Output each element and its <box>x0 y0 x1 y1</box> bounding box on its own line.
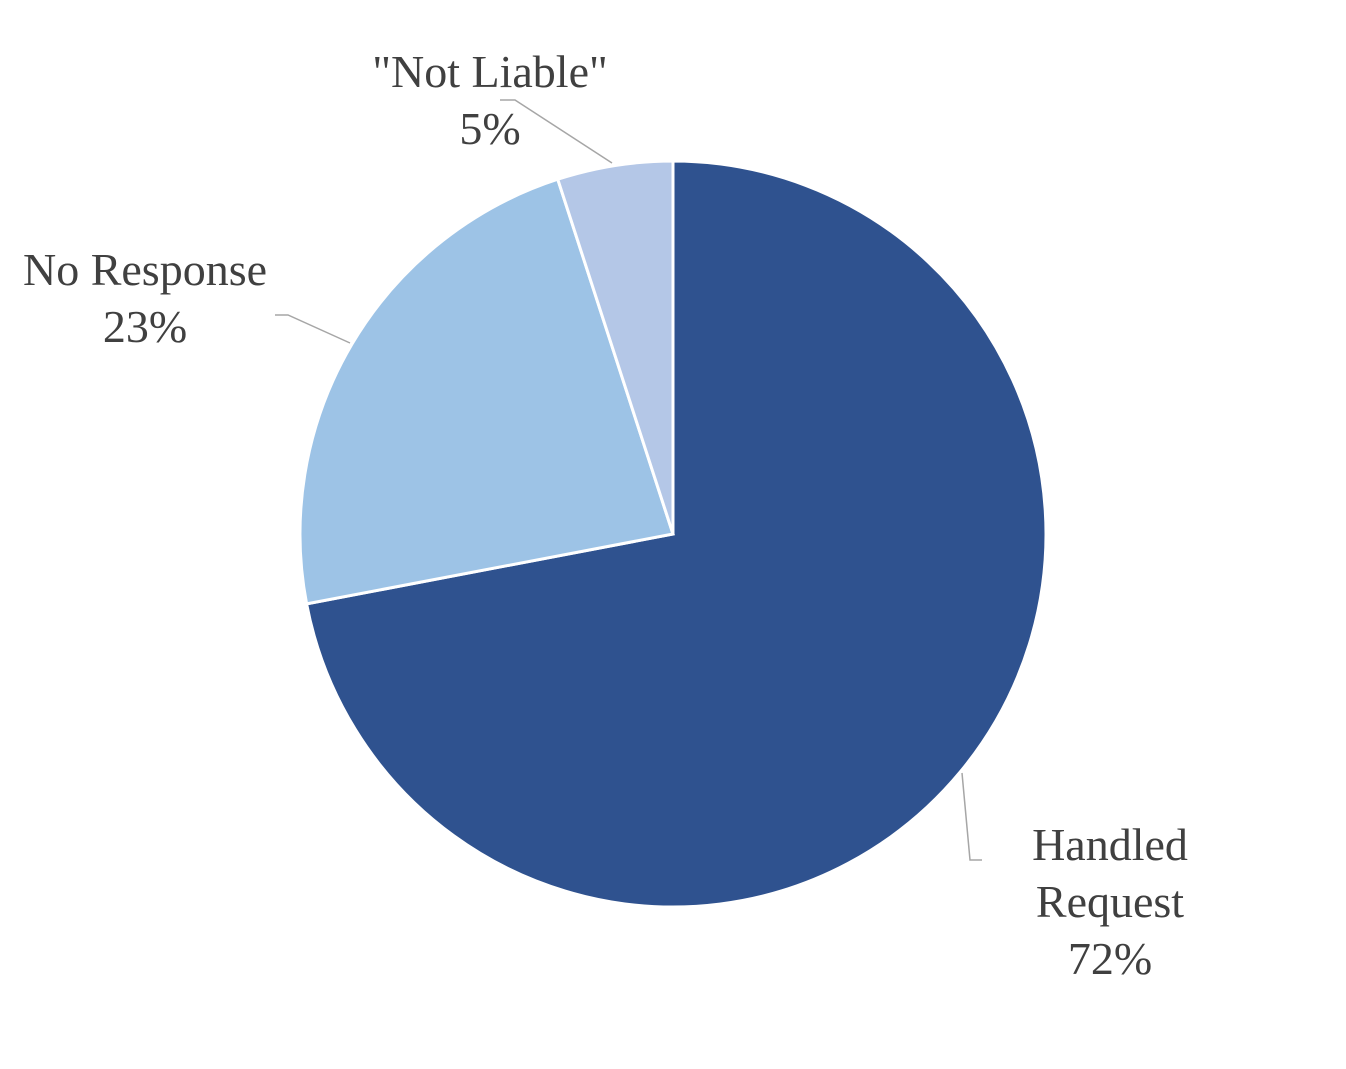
value-label: 72% <box>1067 933 1153 984</box>
value-label: 5% <box>459 103 521 154</box>
category-label: Handled Request <box>1032 819 1188 927</box>
pie-slice <box>298 177 675 606</box>
data-label: No Response 23% <box>0 241 305 355</box>
category-label: "Not Liable" <box>372 46 608 97</box>
leader-line <box>275 314 351 344</box>
value-label: 23% <box>102 301 188 352</box>
data-label: "Not Liable" 5% <box>330 43 650 157</box>
pie-slice <box>304 159 1048 909</box>
category-label: No Response <box>22 244 268 295</box>
leader-line <box>500 99 613 164</box>
leader-line <box>961 772 982 861</box>
data-label: Handled Request 72% <box>990 816 1230 987</box>
pie-slice <box>555 159 675 535</box>
